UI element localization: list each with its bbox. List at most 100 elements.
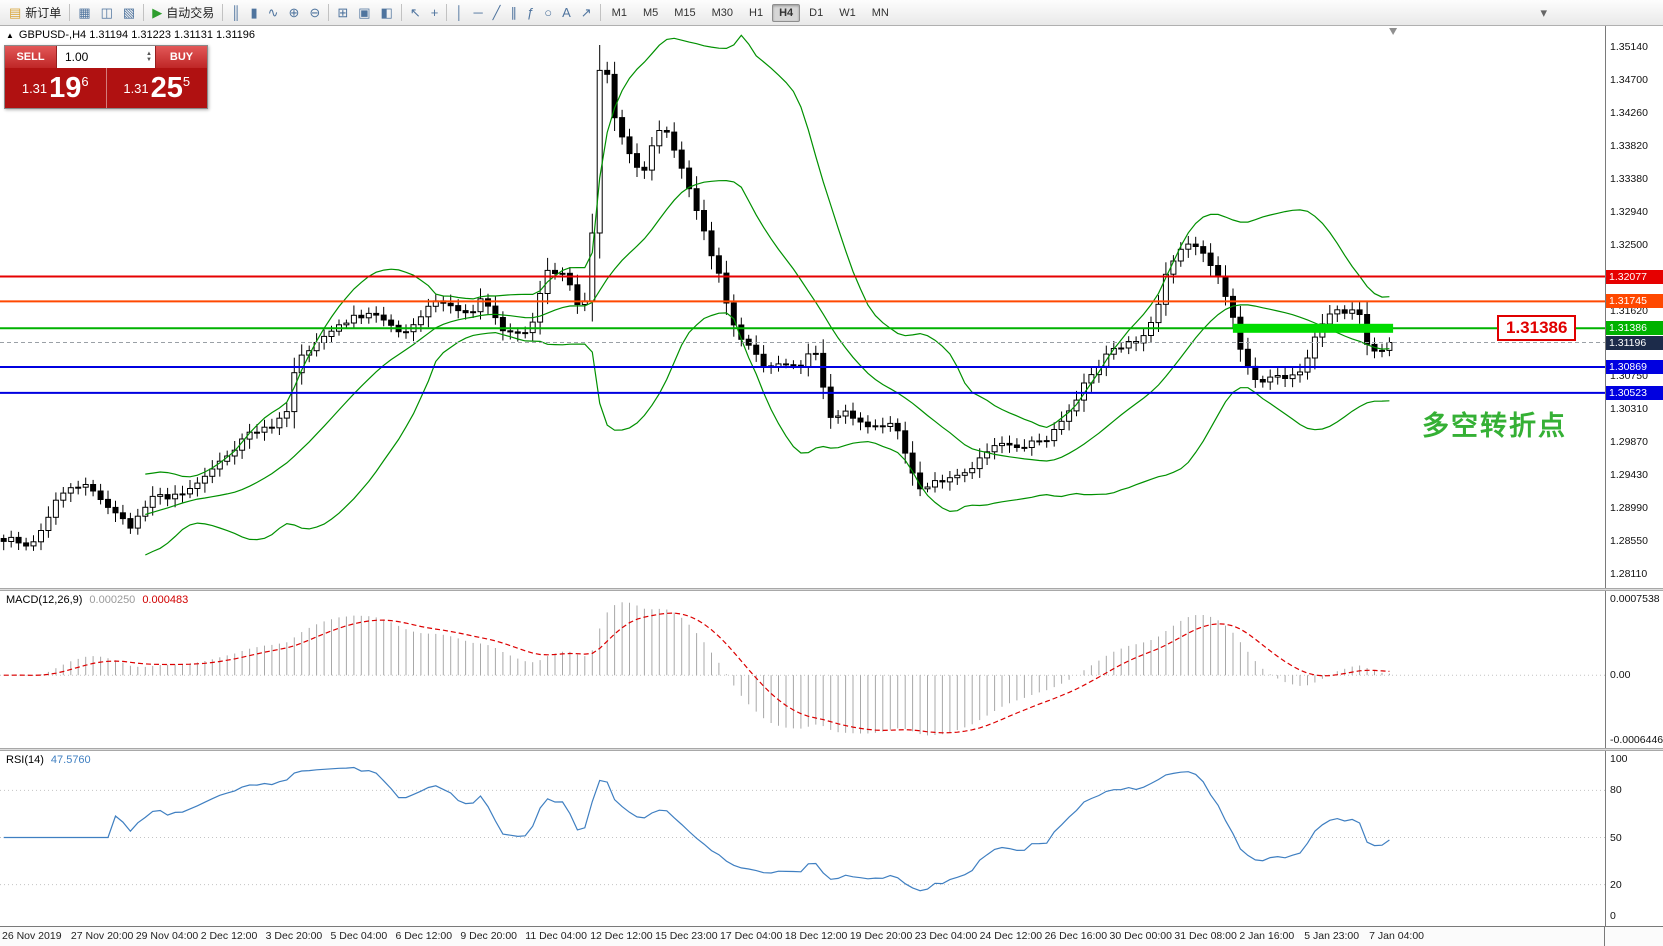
price-level-box: 1.31196 (1606, 335, 1663, 350)
new-chart-button[interactable]: ⊞ (332, 3, 353, 23)
macd-axis-label: -0.0006446 (1610, 734, 1663, 746)
panel-separator[interactable] (0, 748, 1663, 751)
symbol-ohlc-text: GBPUSD-,H4 1.31194 1.31223 1.31131 1.311… (18, 29, 255, 41)
vertical-line-button[interactable]: │ (450, 3, 468, 23)
toolbar-overflow-icon: ▾ (1540, 4, 1547, 20)
timeframe-M1[interactable]: M1 (605, 4, 634, 22)
price-tick: 1.33820 (1610, 139, 1648, 152)
toolbar-separator (69, 4, 71, 21)
price-chart-svg[interactable] (0, 26, 1605, 588)
rsi-panel[interactable]: RSI(14) 47.5760 100 80 50 20 0 (0, 751, 1663, 926)
time-tick-label: 2 Jan 16:00 (1239, 930, 1295, 942)
cascade-windows-button[interactable]: ▣ (353, 3, 375, 23)
time-tick-label: 26 Dec 16:00 (1044, 930, 1108, 942)
market-watch-button[interactable]: ▦ (73, 3, 95, 23)
channel-button[interactable]: ∥ (505, 3, 522, 23)
zoom-out-button[interactable]: ⊖ (304, 3, 325, 23)
rsi-label: RSI(14) 47.5760 (6, 754, 91, 766)
macd-chart-svg[interactable] (0, 591, 1605, 748)
auto-trading-button[interactable]: ▶ 自动交易 (147, 3, 219, 23)
shapes-button[interactable]: ○ (539, 3, 557, 23)
time-tick-label: 23 Dec 04:00 (914, 930, 978, 942)
horizontal-line-icon: ─ (473, 5, 483, 20)
macd-axis[interactable]: 0.0007538 0.00 -0.0006446 (1605, 591, 1663, 748)
timeframe-M15[interactable]: M15 (667, 4, 702, 22)
rsi-axis[interactable]: 100 80 50 20 0 (1605, 751, 1663, 926)
toolbar-separator (400, 4, 402, 21)
timeframe-W1[interactable]: W1 (832, 4, 863, 22)
price-level-annotation[interactable]: 1.31386 (1497, 315, 1577, 342)
time-axis[interactable]: 26 Nov 2019 27 Nov 20:00 29 Nov 04:00 2 Dec… (0, 926, 1663, 946)
text-button[interactable]: A (557, 3, 576, 23)
price-tick: 1.32500 (1610, 238, 1648, 251)
oneclick-collapse-icon[interactable]: ▲ (6, 30, 14, 40)
timeframe-H1[interactable]: H1 (742, 4, 770, 22)
data-window-button[interactable]: ◫ (96, 3, 118, 23)
timeframe-M30[interactable]: M30 (705, 4, 740, 22)
horizontal-line-button[interactable]: ─ (468, 3, 487, 23)
price-tick: 1.34700 (1610, 73, 1648, 86)
macd-panel[interactable]: MACD(12,26,9) 0.000250 0.000483 0.000753… (0, 591, 1663, 748)
arrow-button[interactable]: ↗ (576, 3, 597, 23)
time-tick-label: 5 Dec 04:00 (330, 930, 388, 942)
time-tick-label: 24 Dec 12:00 (979, 930, 1043, 942)
turning-point-annotation[interactable]: 多空转折点 (1422, 411, 1567, 441)
timeframe-M5[interactable]: M5 (636, 4, 665, 22)
rsi-name: RSI(14) (6, 754, 44, 766)
toolbar-overflow-button[interactable]: ▾ (1540, 6, 1547, 20)
time-tick-label: 15 Dec 23:00 (655, 930, 718, 942)
price-axis[interactable]: 1.35140 1.34700 1.34260 1.33820 1.33380 1.329… (1605, 26, 1663, 588)
price-tick: 1.28550 (1610, 534, 1648, 547)
price-tick: 1.28990 (1610, 501, 1648, 514)
zoom-in-button[interactable]: ⊕ (284, 3, 305, 23)
new-order-button[interactable]: ▤ 新订单 (4, 3, 66, 23)
time-tick-label: 9 Dec 20:00 (460, 930, 517, 942)
timeframe-H4[interactable]: H4 (772, 3, 801, 22)
macd-signal-value: 0.000483 (142, 594, 189, 606)
buy-price[interactable]: 1.31 25 5 (107, 68, 208, 108)
buy-price-big: 25 (150, 71, 183, 104)
timeframe-MN[interactable]: MN (865, 4, 896, 22)
volume-stepper[interactable]: 1.00 ▲ ▼ (57, 46, 155, 68)
volume-value[interactable]: 1.00 (65, 50, 89, 64)
toolbar-separator (446, 4, 448, 21)
cursor-button[interactable]: ↖ (405, 3, 426, 23)
trendline-button[interactable]: ╱ (488, 3, 506, 23)
price-level-box: 1.30869 (1606, 360, 1663, 375)
new-order-icon: ▤ (9, 5, 22, 20)
crosshair-button[interactable]: + (426, 3, 444, 23)
volume-up-icon[interactable]: ▲ (146, 51, 152, 57)
auto-trading-label: 自动交易 (166, 6, 215, 20)
panel-separator[interactable] (0, 588, 1663, 591)
rsi-axis-label: 20 (1610, 878, 1622, 891)
rsi-axis-label: 100 (1610, 753, 1628, 765)
sell-price-pip: 6 (81, 74, 89, 89)
buy-price-prefix: 1.31 (123, 80, 149, 96)
buy-button[interactable]: BUY (155, 46, 207, 68)
price-chart-panel[interactable]: ▲ GBPUSD-,H4 1.31194 1.31223 1.31131 1.3… (0, 26, 1663, 588)
sell-price[interactable]: 1.31 19 6 (5, 68, 106, 108)
timeframe-D1[interactable]: D1 (802, 4, 830, 22)
time-tick-label: 2 Dec 12:00 (200, 930, 258, 942)
sell-button[interactable]: SELL (5, 46, 57, 68)
toolbar-separator (222, 4, 224, 21)
price-tick: 1.32940 (1610, 205, 1648, 218)
one-click-divider (105, 68, 107, 108)
navigator-button[interactable]: ▧ (118, 3, 140, 23)
volume-down-icon[interactable]: ▼ (146, 57, 152, 63)
tile-windows-button[interactable]: ◧ (376, 3, 398, 23)
rsi-chart-svg[interactable] (0, 751, 1605, 926)
fibonacci-button[interactable]: ƒ (522, 3, 539, 23)
zoom-in-icon: ⊕ (288, 5, 300, 20)
price-level-box: 1.30523 (1606, 385, 1663, 400)
price-level-box: 1.31386 (1606, 321, 1663, 336)
market-watch-icon: ▦ (78, 5, 91, 20)
arrow-icon: ↗ (580, 5, 592, 20)
candlestick-chart-button[interactable]: ▮ (245, 3, 262, 23)
price-level-box: 1.32077 (1606, 269, 1663, 284)
time-tick-label: 5 Jan 23:00 (1304, 930, 1360, 942)
line-chart-button[interactable]: ∿ (263, 3, 284, 23)
price-tick: 1.35140 (1610, 40, 1648, 53)
bar-chart-button[interactable]: ║ (226, 3, 245, 23)
bar-chart-icon: ║ (231, 5, 241, 20)
